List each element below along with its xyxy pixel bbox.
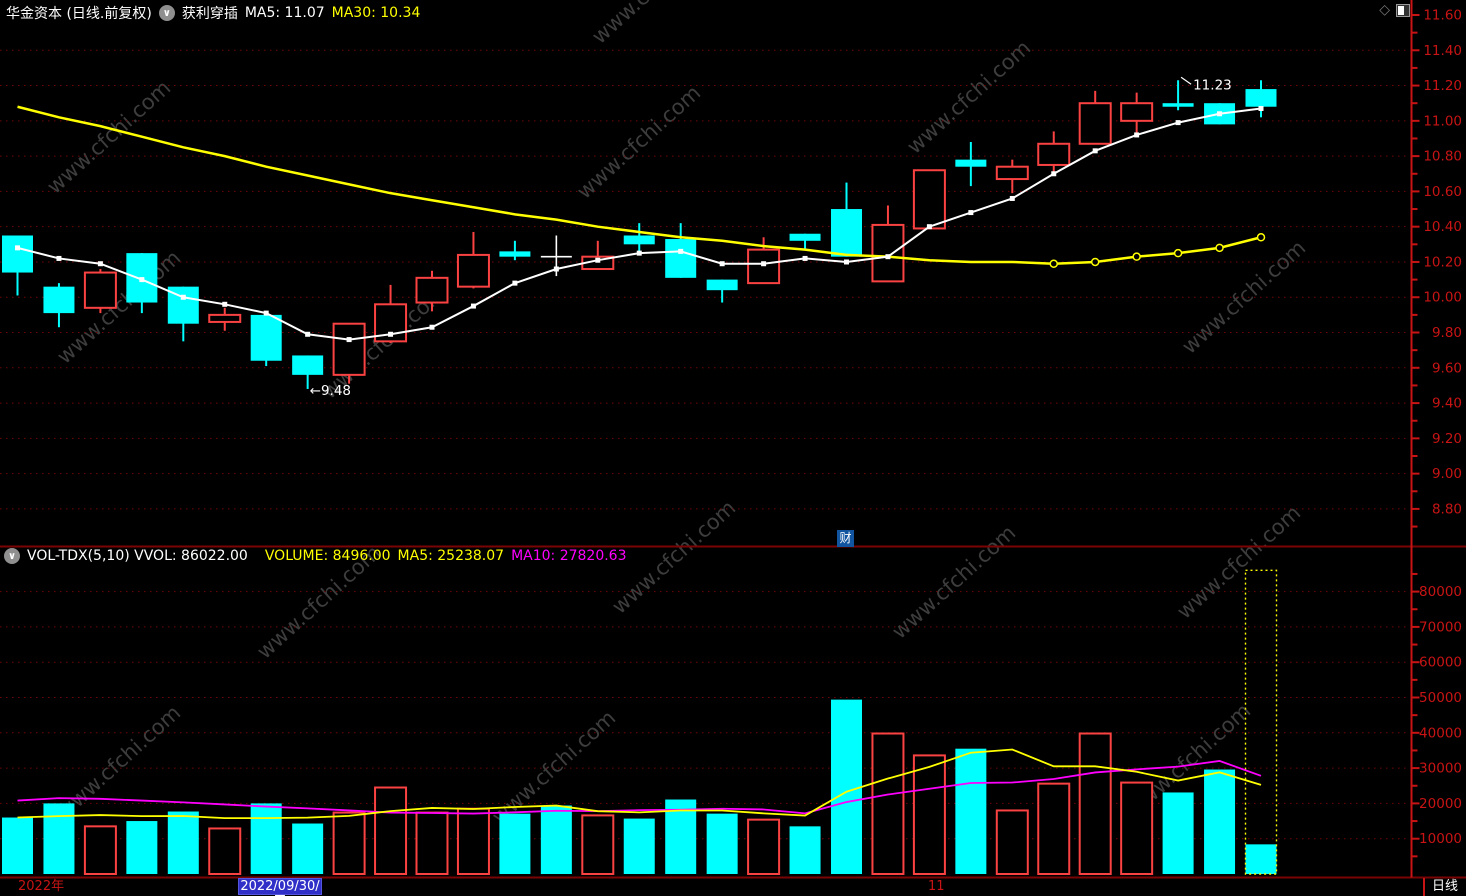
svg-text:11.40: 11.40 bbox=[1423, 43, 1462, 59]
volume-indicator-title[interactable]: VOL-TDX(5,10) VVOL: 86022.00 bbox=[27, 548, 248, 564]
svg-text:10.00: 10.00 bbox=[1423, 290, 1462, 306]
svg-text:www.cfchi.com: www.cfchi.com bbox=[902, 36, 1035, 159]
svg-text:50000: 50000 bbox=[1419, 690, 1462, 706]
x-axis-month-label: 11 bbox=[928, 879, 945, 894]
svg-text:11.20: 11.20 bbox=[1423, 78, 1462, 94]
svg-text:10.40: 10.40 bbox=[1423, 219, 1462, 235]
svg-text:60000: 60000 bbox=[1419, 655, 1462, 671]
svg-text:40000: 40000 bbox=[1419, 725, 1462, 741]
price-annotations: ←9.48 11.23 bbox=[310, 76, 1232, 399]
x-axis-highlighted-date: 2022/09/30/五 bbox=[238, 878, 322, 896]
chevron-glyph: ∨ bbox=[162, 7, 171, 19]
period-selector[interactable]: 日线 bbox=[1432, 879, 1459, 894]
svg-text:www.cfchi.com: www.cfchi.com bbox=[607, 496, 740, 619]
volume-ma5-line bbox=[17, 748, 1262, 820]
svg-text:80000: 80000 bbox=[1419, 584, 1462, 600]
svg-text:30000: 30000 bbox=[1419, 761, 1462, 777]
info-mine-badge[interactable]: 财 bbox=[837, 530, 854, 547]
svg-text:www.cfchi.com: www.cfchi.com bbox=[587, 0, 720, 49]
svg-text:11.60: 11.60 bbox=[1423, 8, 1462, 24]
pane-corner-controls: ◇ bbox=[1379, 3, 1410, 17]
window-layout-pane bbox=[1398, 5, 1404, 15]
volume-chevron-glyph: ∨ bbox=[7, 550, 17, 562]
svg-text:9.20: 9.20 bbox=[1432, 431, 1462, 447]
svg-text:www.cfchi.com: www.cfchi.com bbox=[887, 521, 1020, 644]
volume-pane-header: ∨ VOL-TDX(5,10) VVOL: 86022.00 VOLUME: 8… bbox=[4, 548, 627, 564]
svg-text:8.80: 8.80 bbox=[1432, 501, 1462, 517]
price-gridlines bbox=[0, 49, 1410, 510]
volume-bars[interactable] bbox=[2, 569, 1278, 876]
svg-text:11.23: 11.23 bbox=[1193, 77, 1232, 93]
ma5-line bbox=[15, 105, 1264, 343]
ma5-value-label: MA5: 11.07 bbox=[244, 5, 325, 21]
diamond-icon[interactable]: ◇ bbox=[1379, 2, 1390, 18]
svg-text:10.80: 10.80 bbox=[1423, 149, 1462, 165]
price-axis: 11.60 11.40 11.20 11.00 10.80 10.60 10.40 10.20… bbox=[1410, 0, 1462, 878]
svg-text:70000: 70000 bbox=[1419, 619, 1462, 635]
volume-chevron-down-icon[interactable]: ∨ bbox=[4, 548, 20, 564]
ma30-line bbox=[17, 105, 1266, 268]
watermarks: www.cfchi.com www.cfchi.com www.cfchi.com w… bbox=[42, 0, 1310, 829]
svg-text:www.cfchi.com: www.cfchi.com bbox=[572, 81, 705, 204]
svg-text:www.cfchi.com: www.cfchi.com bbox=[42, 76, 175, 199]
svg-text:11.00: 11.00 bbox=[1423, 113, 1462, 129]
ma30-value-label: MA30: 10.34 bbox=[331, 5, 421, 21]
chevron-down-icon[interactable]: ∨ bbox=[158, 5, 175, 21]
window-layout-icon[interactable] bbox=[1396, 3, 1410, 17]
volume-ma10-label: MA10: 27820.63 bbox=[511, 548, 627, 564]
svg-text:9.40: 9.40 bbox=[1432, 396, 1462, 412]
volume-value-label: VOLUME: 8496.00 bbox=[264, 548, 391, 564]
main-chart-header: 华金资本 (日线.前复权) ∨ 获利穿插 MA5: 11.07 MA30: 10… bbox=[6, 3, 420, 23]
volume-ma5-label: MA5: 25238.07 bbox=[397, 548, 505, 564]
x-axis-year-label: 2022年 bbox=[18, 879, 65, 894]
volume-ma10-line bbox=[17, 760, 1262, 815]
svg-text:9.60: 9.60 bbox=[1432, 360, 1462, 376]
volume-axis: 80000 70000 60000 50000 40000 30000 20000 10000 bbox=[1412, 572, 1462, 858]
svg-text:10000: 10000 bbox=[1419, 831, 1462, 847]
indicator-name[interactable]: 获利穿插 bbox=[181, 6, 238, 22]
svg-text:←9.48: ←9.48 bbox=[310, 383, 351, 399]
svg-text:www.cfchi.com: www.cfchi.com bbox=[1172, 501, 1305, 624]
svg-text:9.80: 9.80 bbox=[1432, 325, 1462, 341]
svg-text:20000: 20000 bbox=[1419, 796, 1462, 812]
period-separator bbox=[1423, 878, 1425, 896]
stock-title: 华金资本 (日线.前复权) bbox=[6, 6, 152, 22]
svg-text:9.00: 9.00 bbox=[1432, 466, 1462, 482]
svg-text:10.60: 10.60 bbox=[1423, 184, 1462, 200]
svg-text:10.20: 10.20 bbox=[1423, 254, 1462, 270]
volume-gridlines bbox=[0, 591, 1410, 840]
